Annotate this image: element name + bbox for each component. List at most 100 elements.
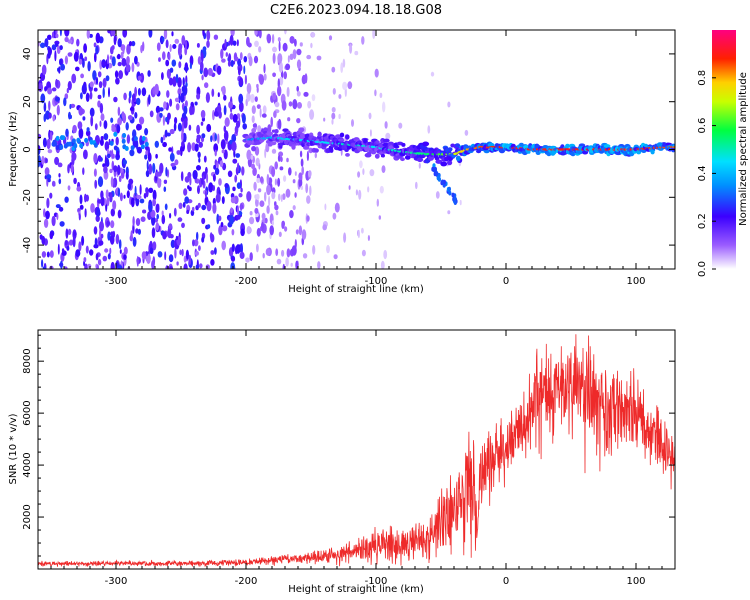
noise-speckle (46, 138, 51, 150)
noise-speckle (103, 120, 108, 129)
noise-speckle (259, 200, 265, 207)
noise-speckle (177, 77, 182, 88)
noise-speckle (182, 132, 187, 143)
noise-speckle (70, 103, 76, 108)
noise-speckle (97, 176, 104, 188)
noise-speckle (51, 180, 56, 187)
noise-speckle (196, 124, 201, 135)
noise-speckle (40, 93, 46, 104)
noise-speckle (271, 191, 276, 200)
noise-speckle (98, 240, 104, 246)
noise-speckle (57, 243, 60, 255)
colorbar-ticks: 0.0 0.2 0.4 0.6 0.8 (697, 70, 716, 277)
noise-speckle (301, 229, 307, 240)
noise-speckle (361, 227, 364, 234)
noise-speckle (159, 162, 164, 174)
noise-speckle (154, 83, 159, 95)
noise-speckle (272, 46, 277, 53)
y-tick-label: 0 (22, 146, 33, 152)
noise-speckle (127, 183, 132, 190)
noise-speckle (382, 101, 386, 113)
noise-speckle (102, 255, 108, 262)
noise-speckle (96, 264, 99, 269)
noise-speckle (108, 87, 110, 98)
noise-speckle (129, 106, 135, 112)
track-cell (84, 137, 89, 143)
track-cell (364, 153, 372, 158)
noise-speckle (272, 72, 276, 78)
noise-speckle (177, 88, 182, 96)
noise-speckle (128, 41, 133, 47)
noise-speckle (198, 141, 203, 148)
noise-speckle (106, 196, 110, 207)
noise-speckle (41, 155, 45, 165)
noise-speckle (89, 81, 94, 88)
noise-speckle (251, 128, 257, 133)
noise-speckle (282, 193, 286, 201)
noise-speckle (59, 262, 64, 267)
noise-speckle (255, 197, 259, 207)
noise-speckle (78, 106, 84, 116)
noise-speckle (55, 33, 59, 39)
noise-speckle (59, 221, 65, 227)
noise-speckle (169, 67, 174, 73)
noise-speckle (246, 191, 252, 202)
track-cell (643, 143, 649, 148)
noise-speckle (130, 230, 133, 241)
track-cell (650, 150, 655, 155)
noise-speckle (283, 175, 287, 182)
noise-speckle (331, 112, 336, 120)
noise-speckle (180, 117, 184, 122)
noise-speckle (140, 216, 146, 222)
noise-speckle (46, 174, 52, 180)
noise-speckle (221, 196, 225, 205)
noise-speckle (238, 101, 244, 113)
noise-speckle (125, 171, 129, 180)
noise-speckle (187, 142, 192, 153)
noise-speckle (294, 171, 297, 176)
noise-speckle (268, 195, 271, 207)
noise-speckle (54, 50, 57, 62)
noise-speckle (180, 92, 185, 103)
noise-speckle (102, 77, 107, 88)
noise-speckle (385, 132, 391, 140)
noise-speckle (196, 231, 199, 241)
noise-speckle (383, 249, 388, 260)
noise-speckle (47, 87, 53, 95)
figure-title: C2E6.2023.094.18.18.G08 (270, 3, 442, 18)
noise-speckle (204, 82, 209, 89)
noise-speckle (285, 63, 291, 71)
noise-speckle (109, 247, 112, 255)
noise-speckle (201, 74, 204, 81)
noise-speckle (236, 214, 241, 220)
noise-speckle (66, 88, 69, 94)
noise-speckle (259, 108, 262, 118)
noise-speckle (201, 177, 204, 185)
noise-speckle (362, 168, 365, 176)
noise-speckle (67, 39, 73, 44)
noise-speckle (152, 189, 157, 201)
noise-speckle (378, 215, 381, 220)
noise-speckle (300, 158, 304, 167)
noise-speckle (243, 56, 248, 63)
noise-speckle (232, 40, 237, 46)
noise-speckle (435, 191, 440, 199)
noise-speckle (123, 159, 127, 165)
noise-speckle (297, 102, 302, 109)
noise-speckle (168, 223, 173, 229)
x-tick-label: -100 (365, 576, 388, 587)
noise-speckle (41, 259, 44, 268)
noise-speckle (89, 91, 93, 100)
noise-speckle (277, 177, 281, 187)
noise-speckle (127, 115, 133, 121)
noise-speckle (158, 107, 164, 112)
x-tick-label: 100 (626, 576, 645, 587)
noise-speckle (43, 208, 46, 218)
noise-speckle (256, 227, 261, 237)
track-cell (254, 140, 262, 145)
noise-speckle (287, 117, 291, 122)
noise-speckle (123, 246, 128, 255)
noise-speckle (280, 156, 283, 163)
noise-speckle (207, 224, 211, 229)
noise-speckle (196, 134, 202, 140)
